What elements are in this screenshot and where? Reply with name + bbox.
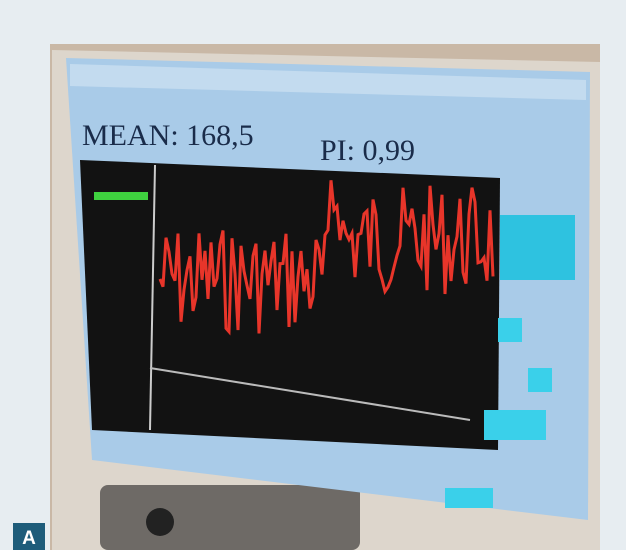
button [498,318,522,342]
knob [146,508,174,536]
pi-readout: PI: 0,99 [320,134,415,167]
button [484,410,546,440]
photo: MEAN: 168,5 PI: 0,99 A [0,0,626,550]
status-label [94,192,148,200]
button [528,368,552,392]
panel-label: A [22,528,36,549]
monitor-base [100,485,360,550]
button [445,488,493,508]
mean-readout: MEAN: 168,5 [82,119,254,152]
side-display [500,215,575,280]
